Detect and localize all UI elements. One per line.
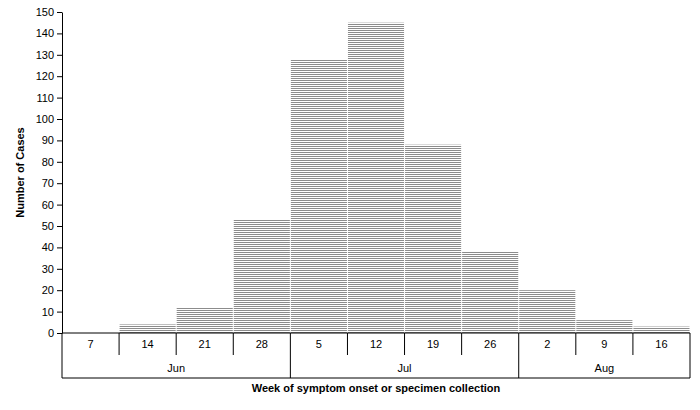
x-tick-label: 19: [427, 338, 439, 350]
y-tick-label: 60: [42, 199, 54, 211]
x-tick-label: 21: [199, 338, 211, 350]
y-tick: 100: [36, 113, 62, 125]
x-tick-label: 28: [256, 338, 268, 350]
y-tick-label: 100: [36, 113, 54, 125]
group-label: Jul: [398, 362, 412, 374]
y-tick-mark: [57, 119, 62, 120]
category-divider: [404, 333, 405, 355]
y-tick: 50: [42, 220, 62, 232]
bar: [576, 320, 632, 333]
x-tick-label: 12: [370, 338, 382, 350]
category-divider: [690, 333, 691, 378]
y-tick: 30: [42, 263, 62, 275]
y-tick-mark: [57, 312, 62, 313]
y-tick-mark: [57, 247, 62, 248]
bar: [348, 23, 404, 333]
y-tick-mark: [57, 226, 62, 227]
y-tick-mark: [57, 269, 62, 270]
y-tick-label: 120: [36, 70, 54, 82]
bar: [234, 220, 290, 333]
y-tick-label: 50: [42, 220, 54, 232]
y-tick-label: 20: [42, 284, 54, 296]
y-tick-mark: [57, 333, 62, 334]
y-tick: 120: [36, 70, 62, 82]
y-tick: 130: [36, 49, 62, 61]
category-divider: [62, 333, 63, 378]
category-divider: [518, 333, 519, 378]
y-tick: 20: [42, 284, 62, 296]
x-tick-label: 7: [87, 338, 93, 350]
y-tick-label: 70: [42, 177, 54, 189]
x-axis-line: [62, 333, 690, 334]
chart: 0 10 20 30 40 50 60 70 80 90 100 110 120 130 140 150 7 14…: [0, 0, 700, 410]
category-divider: [632, 333, 633, 355]
bar: [177, 307, 233, 333]
y-tick-mark: [57, 162, 62, 163]
bar: [462, 252, 518, 333]
y-tick-label: 30: [42, 263, 54, 275]
y-axis: 0 10 20 30 40 50 60 70 80 90 100 110 120 130 140 150: [36, 6, 63, 339]
y-tick-mark: [57, 76, 62, 77]
y-tick: 10: [42, 306, 62, 318]
x-tick-label: 16: [655, 338, 667, 350]
y-tick: 90: [42, 134, 62, 146]
y-tick-mark: [57, 55, 62, 56]
category-divider: [290, 333, 291, 378]
x-tick-label: 5: [316, 338, 322, 350]
category-divider: [176, 333, 177, 355]
y-axis-line: [62, 13, 63, 334]
bar: [405, 145, 461, 333]
y-tick: 0: [48, 327, 62, 339]
x-tick-label: 14: [142, 338, 154, 350]
y-tick-label: 80: [42, 156, 54, 168]
bar: [291, 59, 347, 333]
x-axis: 7 14 21 28 5 12 19 26 2 9 16 Jun Jul Aug: [62, 333, 690, 378]
group-label: Aug: [595, 362, 615, 374]
category-divider: [461, 333, 462, 355]
y-tick: 60: [42, 199, 62, 211]
y-tick-mark: [57, 12, 62, 13]
bar: [633, 327, 689, 333]
category-divider: [233, 333, 234, 355]
bar: [120, 324, 176, 333]
y-tick-mark: [57, 183, 62, 184]
y-tick-label: 90: [42, 134, 54, 146]
bars: [120, 23, 690, 333]
x-tick-label: 26: [484, 338, 496, 350]
y-tick: 40: [42, 241, 62, 253]
y-tick-mark: [57, 98, 62, 99]
x-axis-title: Week of symptom onset or specimen collec…: [252, 382, 501, 394]
y-tick-mark: [57, 33, 62, 34]
y-tick-label: 0: [48, 327, 54, 339]
y-tick-mark: [57, 290, 62, 291]
category-divider: [575, 333, 576, 355]
y-axis-title: Number of Cases: [14, 127, 26, 217]
y-tick-mark: [57, 140, 62, 141]
group-baseline: [62, 378, 690, 379]
y-tick-label: 150: [36, 6, 54, 18]
y-tick: 80: [42, 156, 62, 168]
x-tick-label: 9: [601, 338, 607, 350]
bar: [519, 290, 575, 333]
y-tick: 150: [36, 6, 62, 18]
y-tick-label: 110: [36, 92, 54, 104]
y-tick: 140: [36, 27, 62, 39]
x-tick-label: 2: [544, 338, 550, 350]
y-tick: 70: [42, 177, 62, 189]
y-tick-mark: [57, 205, 62, 206]
group-label: Jun: [167, 362, 185, 374]
y-tick-label: 130: [36, 49, 54, 61]
y-tick: 110: [36, 92, 62, 104]
category-divider: [347, 333, 348, 355]
category-divider: [119, 333, 120, 355]
y-tick-label: 140: [36, 27, 54, 39]
y-tick-label: 10: [42, 306, 54, 318]
y-tick-label: 40: [42, 241, 54, 253]
